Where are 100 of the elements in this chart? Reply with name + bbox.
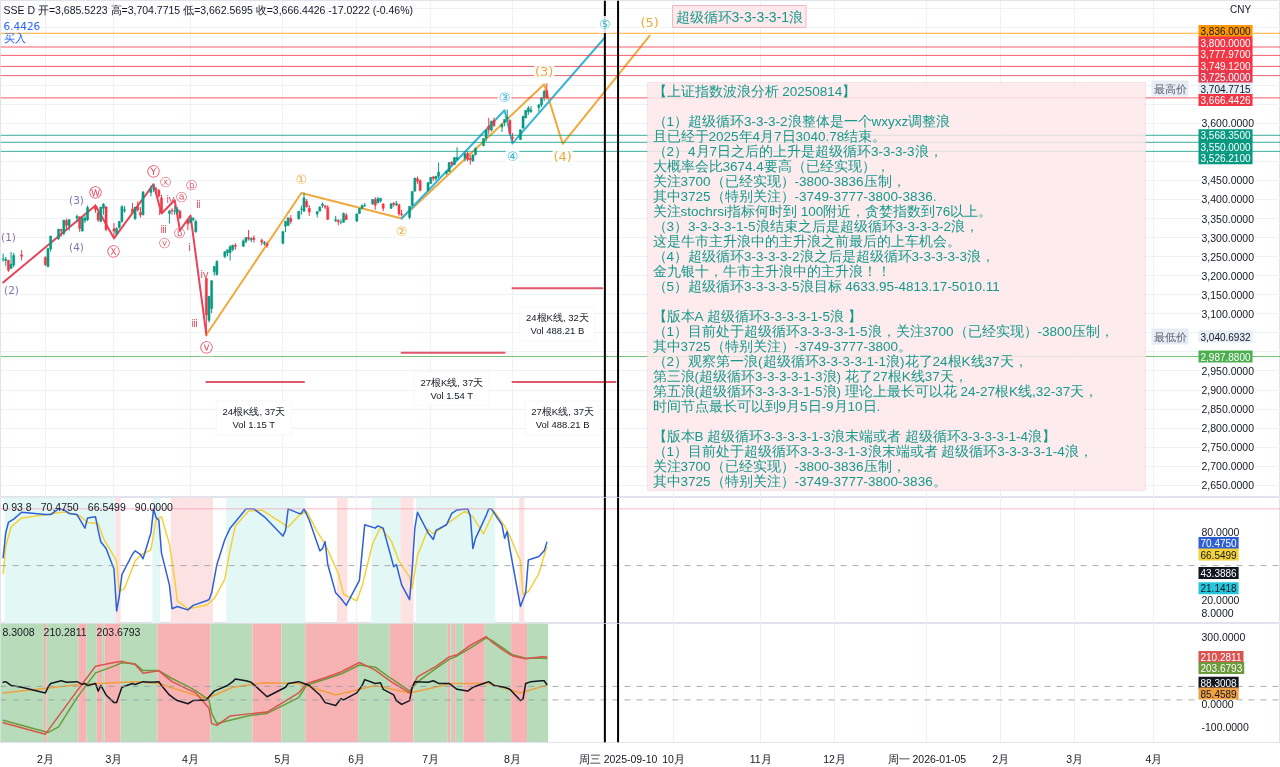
y-tick-label: 3,150.0000: [1201, 288, 1255, 301]
annotation: （5）超级循环3-3-3-3-5浪目标 4633.95-4813.17-5010.11: [652, 279, 1000, 294]
annotation: 最高价: [1153, 82, 1187, 95]
y-tick-label: -100.0000: [1201, 720, 1249, 733]
annotation: （2）4月7日之后的上升是超级循环3-3-3-3浪，: [652, 144, 943, 159]
candlestick: [500, 123, 504, 133]
annotation: ⅲ: [191, 316, 198, 329]
annotation: 8.3008: [2, 626, 35, 638]
line-series: [400, 36, 606, 220]
annotation: （1）超级循环3-3-3-2浪整体是一个wxyxz调整浪: [652, 114, 951, 129]
annotation: （4）超级循环3-3-3-3-2浪之后是超级循环3-3-3-3-3浪，: [652, 249, 996, 264]
annotation: (5): [640, 15, 659, 31]
annotation: 最低价: [1153, 330, 1187, 343]
x-tick-label: 6月: [348, 752, 366, 765]
y-tick-label: 3,200.0000: [1201, 269, 1255, 282]
x-tick-label: 3月: [105, 752, 123, 765]
ref-line-label: 3,526.2100: [1200, 153, 1251, 165]
x-tick-label: 8月: [504, 752, 521, 765]
annotation: 且已经于2025年4月7日3040.78结束。: [652, 129, 887, 144]
y-tick-label: 3,450.0000: [1201, 174, 1255, 187]
annotation: ⅰ: [188, 240, 191, 253]
annotation: 88.3008: [1200, 677, 1238, 689]
y-tick-label: 3,300.0000: [1201, 231, 1255, 244]
candlestick: [537, 103, 541, 113]
x-tick-label: 2月: [992, 752, 1010, 765]
annotation: 关注3700（已经实现）-3800-3836压制，: [652, 459, 906, 474]
ref-line-label: 2,987.8800: [1200, 351, 1251, 363]
annotation: ⅳ: [166, 192, 176, 205]
y-tick-label: 2,850.0000: [1201, 403, 1255, 416]
annotation: （2）观察第一浪(超级循环3-3-3-3-1-1浪)花了24根K线37天，: [652, 354, 1028, 369]
y-tick-label: 20.0000: [1201, 593, 1240, 606]
annotation: 210.2811: [1200, 652, 1242, 664]
x-tick-label: 12月: [823, 752, 846, 765]
candlestick: [1, 253, 5, 263]
line-series: [2, 678, 548, 707]
annotation: 24根K线, 37天 Vol 1.15 T: [222, 406, 286, 431]
annotation: 【版本B 超级循环3-3-3-3-1-3浪末端或者 超级循环3-3-3-3-1-4浪】: [652, 429, 1057, 444]
annotation: ⓥ: [159, 236, 170, 249]
annotation: ④: [506, 148, 519, 164]
y-tick-label: 80.0000: [1201, 525, 1240, 538]
candlestick: [75, 214, 79, 223]
x-tick-label: 2月: [36, 752, 54, 765]
x-tick-label: 4月: [182, 752, 199, 765]
annotation: 关注3700（已经实现）-3800-3836压制，: [652, 174, 906, 189]
ref-line-label: 3,550.0000: [1200, 141, 1251, 153]
x-tick-label: 3月: [1066, 752, 1084, 765]
ref-line-label: 3,777.9700: [1200, 49, 1251, 60]
annotation: 其中3725（特别关注）-3749-3777-3800。: [652, 339, 913, 354]
annotation: 66.5499: [87, 500, 126, 513]
chart-subtitle: SSE D 开=3,685.5223 高=3,704.7715 低=3,662.5695 收=3,666.4426 -17.0222 (-0.46%): [3, 3, 413, 16]
annotation: 210.2811: [43, 626, 87, 638]
annotation: 203.6793: [1200, 662, 1243, 674]
y-axis-title: CNY: [1229, 4, 1252, 15]
text: 超级循环3-3-3-3-1浪: [675, 8, 804, 25]
annotation: 66.5499: [1200, 549, 1238, 561]
annotation: 其中3725（特别关注）-3749-3777-3800-3836。: [652, 474, 947, 489]
x-tick-label: 周一 2026-01-05: [887, 752, 967, 765]
annotation: 27根K线, 37天 Vol 1.54 T: [420, 376, 484, 401]
x-tick-label: 11月: [749, 752, 772, 765]
annotation: Ⓨ: [147, 163, 161, 179]
x-tick-label: 4月: [1145, 752, 1163, 765]
annotation: 关注stochrsi指标何时到 100附近，贪婪指数到76以上。: [652, 204, 993, 219]
annotation: 85.4589: [1200, 688, 1238, 700]
annotation: (3): [534, 63, 554, 79]
annotation: ⅱ: [196, 197, 201, 210]
y-tick-label: 0.0000: [1201, 698, 1234, 711]
candlestick: [104, 206, 108, 232]
annotation: ②: [395, 224, 408, 240]
x-tick-label: 周三 2025-09-10: [578, 752, 658, 765]
annotation: 6.4426: [3, 19, 41, 32]
annotation: ⓧ: [160, 175, 171, 188]
annotation: 买入: [3, 31, 26, 44]
y-tick-label: 3,350.0000: [1201, 212, 1255, 225]
annotation: ①: [295, 172, 308, 188]
annotation: 24根K线, 32天 Vol 488.21 B: [525, 312, 589, 337]
y-tick-label: 300.0000: [1201, 630, 1246, 643]
y-tick-label: 3,250.0000: [1201, 250, 1255, 263]
y-tick-label: 2,750.0000: [1201, 441, 1255, 454]
annotation: Ⓦ: [89, 185, 103, 201]
annotation: ③: [498, 89, 511, 105]
annotation: ⓐ: [176, 190, 187, 203]
annotation: 70.4750: [40, 500, 79, 513]
annotation: 0 93 8: [2, 500, 32, 513]
annotation: 金九银十，牛市主升浪中的主升浪！！: [652, 264, 891, 279]
annotation: （1）目前处于超级循环3-3-3-3-1-5浪，关注3700（已经实现）-3800压制，: [652, 324, 1115, 339]
y-tick-label: 8.0000: [1201, 607, 1234, 620]
annotation: ⑤: [599, 16, 611, 32]
y-tick-label: 3,600.0000: [1201, 117, 1255, 130]
ref-line-label: 3,666.4426: [1200, 95, 1251, 106]
annotation: ⓑ: [186, 178, 197, 191]
annotation: ⅳ: [200, 267, 210, 280]
y-tick-label: 3,400.0000: [1201, 193, 1255, 206]
annotation: 43.3886: [1200, 568, 1238, 580]
annotation: 【上证指数波浪分析 20250814】: [652, 84, 857, 99]
annotation: 90.0000: [134, 500, 173, 513]
annotation: 3,040.6932: [1200, 331, 1251, 343]
annotation: 3,704.7715: [1200, 83, 1251, 95]
ref-line-label: 3,836.0000: [1200, 26, 1251, 37]
annotation: （3）3-3-3-3-1-5浪结束之后是超级循环3-3-3-3-2浪，: [652, 219, 980, 234]
annotation: 这是牛市主升浪中的主升浪之前最后的上车机会。: [652, 234, 961, 249]
